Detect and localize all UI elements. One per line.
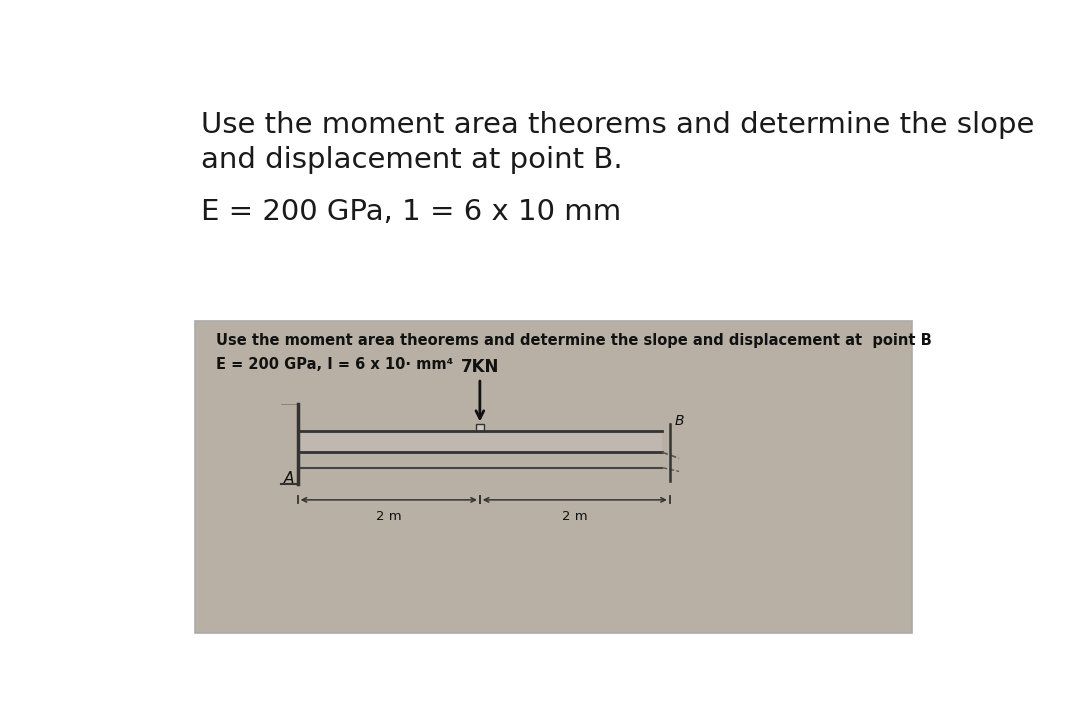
Text: E = 200 GPa, I = 6 x 10· mm⁴: E = 200 GPa, I = 6 x 10· mm⁴ xyxy=(216,357,454,372)
Text: B: B xyxy=(674,413,684,428)
Text: 2 m: 2 m xyxy=(562,510,588,523)
Text: Use the moment area theorems and determine the slope: Use the moment area theorems and determi… xyxy=(201,111,1035,139)
Text: and displacement at point B.: and displacement at point B. xyxy=(201,146,622,174)
Bar xyxy=(195,321,913,633)
Text: 7KN: 7KN xyxy=(461,358,499,376)
Text: 2 m: 2 m xyxy=(376,510,402,523)
Text: Use the moment area theorems and determine the slope and displacement at  point : Use the moment area theorems and determi… xyxy=(216,333,932,348)
Bar xyxy=(298,431,662,452)
Text: A: A xyxy=(283,472,294,487)
Text: E = 200 GPa, 1 = 6 x 10 mm: E = 200 GPa, 1 = 6 x 10 mm xyxy=(201,198,621,226)
Bar xyxy=(476,424,484,431)
